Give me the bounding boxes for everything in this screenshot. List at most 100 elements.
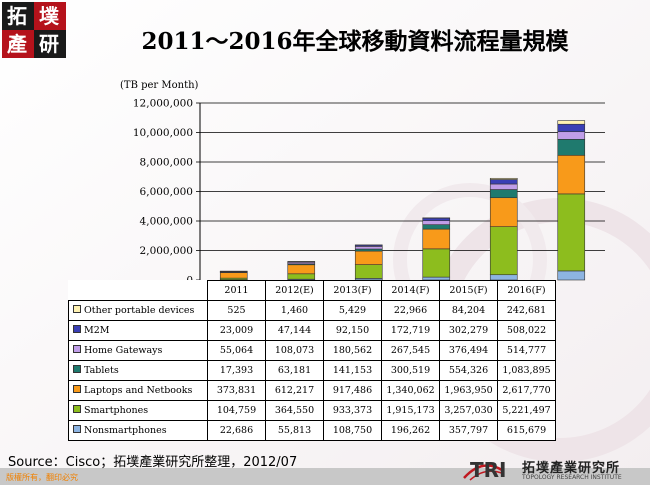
bar-segment — [489, 179, 518, 185]
table-row: M2M 23,009 47,144 92,150 172,719 302,279 508,0… — [68, 320, 556, 341]
source-note: Source：Cisco；拓墣產業研究所整理，2012/07 — [8, 455, 298, 470]
y-tick-label: 12,000,000 — [133, 98, 193, 110]
legend-swatch-icon — [73, 425, 81, 433]
data-value-cell: 1,963,950 — [439, 380, 498, 401]
table-row: Home Gateways 55,064 108,073 180,562 267,545… — [68, 340, 556, 361]
bar-segment — [287, 273, 316, 280]
y-tick-label: 2,000,000 — [140, 245, 193, 257]
table-row: Nonsmartphones 22,686 55,813 108,750 196,262… — [68, 420, 556, 441]
data-value-cell: 84,204 — [439, 300, 498, 321]
data-table: 2011 2012(E) 2013(F) 2014(F) 2015(F) 2016(F) O… — [68, 280, 556, 441]
series-name: Nonsmartphones — [84, 425, 167, 436]
data-value-cell: 917,486 — [323, 380, 382, 401]
bar-segment — [557, 123, 586, 133]
bar-segment — [557, 193, 586, 272]
tri-subtitle: TOPOLOGY RESEARCH INSTITUTE — [522, 474, 622, 481]
data-value-cell: 508,022 — [497, 320, 556, 341]
data-value-cell: 55,064 — [207, 340, 266, 361]
data-value-cell: 5,429 — [323, 300, 382, 321]
bar-segment — [219, 272, 248, 279]
bar-segment — [422, 217, 451, 222]
data-value-cell: 933,373 — [323, 400, 382, 421]
logo-background-icon — [2, 2, 66, 58]
bar-segment — [489, 197, 518, 227]
data-value-cell: 5,221,497 — [497, 400, 556, 421]
series-label-cell: Smartphones — [68, 400, 208, 421]
table-row: Smartphones 104,759 364,550 933,373 1,915,17… — [68, 400, 556, 421]
bar-segment — [557, 139, 586, 156]
bar-segment — [557, 120, 586, 125]
category-label: 2012(E) — [265, 280, 324, 301]
series-label-cell: Laptops and Netbooks — [68, 380, 208, 401]
data-value-cell: 1,083,895 — [497, 360, 556, 381]
series-label-cell: Other portable devices — [68, 300, 208, 321]
table-row: Other portable devices 525 1,460 5,429 22,96… — [68, 300, 556, 321]
series-name: Home Gateways — [84, 345, 163, 356]
y-axis-unit-label: (TB per Month) — [120, 80, 199, 91]
table-header-row: 2011 2012(E) 2013(F) 2014(F) 2015(F) 2016(F) — [68, 280, 556, 301]
y-tick-label: 10,000,000 — [133, 127, 193, 139]
data-value-cell: 23,009 — [207, 320, 266, 341]
brand-logo: 拓 墣 產 研 — [2, 2, 66, 58]
series-name: Other portable devices — [84, 305, 195, 316]
data-value-cell: 104,759 — [207, 400, 266, 421]
legend-swatch-icon — [73, 385, 81, 393]
data-value-cell: 1,340,062 — [381, 380, 440, 401]
data-value-cell: 525 — [207, 300, 266, 321]
data-value-cell: 3,257,030 — [439, 400, 498, 421]
data-value-cell: 300,519 — [381, 360, 440, 381]
data-value-cell: 172,719 — [381, 320, 440, 341]
category-label: 2014(F) — [381, 280, 440, 301]
legend-swatch-icon — [73, 345, 81, 353]
series-label-cell: Tablets — [68, 360, 208, 381]
bar-segment — [557, 270, 586, 281]
category-label: 2015(F) — [439, 280, 498, 301]
data-value-cell: 108,750 — [323, 420, 382, 441]
data-value-cell: 242,681 — [497, 300, 556, 321]
table-row: Laptops and Netbooks 373,831 612,217 917,48… — [68, 380, 556, 401]
y-tick-label: 4,000,000 — [140, 216, 193, 228]
data-value-cell: 180,562 — [323, 340, 382, 361]
bar-segment — [422, 228, 451, 250]
y-tick-label: 6,000,000 — [140, 186, 193, 198]
copyright-note: 版權所有，翻印必究 — [6, 473, 78, 482]
data-value-cell: 302,279 — [439, 320, 498, 341]
legend-swatch-icon — [73, 365, 81, 373]
data-value-cell: 612,217 — [265, 380, 324, 401]
table-row: Tablets 17,393 63,181 141,153 300,519 554,326… — [68, 360, 556, 381]
data-value-cell: 2,617,770 — [497, 380, 556, 401]
data-value-cell: 1,915,173 — [381, 400, 440, 421]
logo-char: 研 — [39, 32, 59, 56]
series-name: M2M — [84, 325, 110, 336]
logo-char: 墣 — [39, 4, 59, 28]
tri-logo-icon — [463, 464, 505, 481]
logo-char: 拓 — [7, 4, 27, 28]
series-label-cell: Nonsmartphones — [68, 420, 208, 441]
data-value-cell: 108,073 — [265, 340, 324, 361]
bar-segment — [489, 189, 518, 199]
bar-segment — [489, 226, 518, 276]
data-value-cell: 55,813 — [265, 420, 324, 441]
tri-footer-logo: TRI 拓墣產業研究所 TOPOLOGY RESEARCH INSTITUTE — [462, 456, 642, 484]
data-value-cell: 554,326 — [439, 360, 498, 381]
bar-segment — [489, 183, 518, 190]
data-value-cell: 17,393 — [207, 360, 266, 381]
data-value-cell: 22,966 — [381, 300, 440, 321]
tri-name: 拓墣產業研究所 — [522, 461, 621, 476]
series-label-cell: Home Gateways — [68, 340, 208, 361]
bar-segment — [354, 264, 383, 279]
data-value-cell: 514,777 — [497, 340, 556, 361]
data-value-cell: 47,144 — [265, 320, 324, 341]
series-name: Laptops and Netbooks — [84, 385, 193, 396]
page-title: 2011～2016年全球移動資料流程量規模 — [141, 28, 569, 55]
data-value-cell: 615,679 — [497, 420, 556, 441]
bar-segment — [287, 264, 316, 275]
data-value-cell: 373,831 — [207, 380, 266, 401]
data-value-cell: 376,494 — [439, 340, 498, 361]
bar-segment — [354, 250, 383, 265]
category-label: 2013(F) — [323, 280, 382, 301]
data-value-cell: 364,550 — [265, 400, 324, 421]
data-value-cell: 1,460 — [265, 300, 324, 321]
bar-segment — [557, 154, 586, 195]
data-value-cell: 22,686 — [207, 420, 266, 441]
